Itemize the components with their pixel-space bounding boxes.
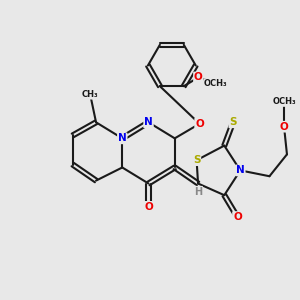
- Text: OCH₃: OCH₃: [272, 98, 296, 106]
- Text: H: H: [194, 187, 202, 197]
- Text: O: O: [194, 72, 203, 82]
- Text: S: S: [229, 117, 237, 127]
- Text: O: O: [195, 119, 204, 129]
- Text: CH₃: CH₃: [82, 90, 98, 99]
- Text: N: N: [144, 117, 153, 127]
- Text: S: S: [193, 155, 200, 165]
- Text: N: N: [118, 133, 127, 143]
- Text: O: O: [233, 212, 242, 222]
- Text: O: O: [144, 202, 153, 212]
- Text: N: N: [236, 165, 245, 176]
- Text: OCH₃: OCH₃: [204, 79, 228, 88]
- Text: O: O: [280, 122, 288, 132]
